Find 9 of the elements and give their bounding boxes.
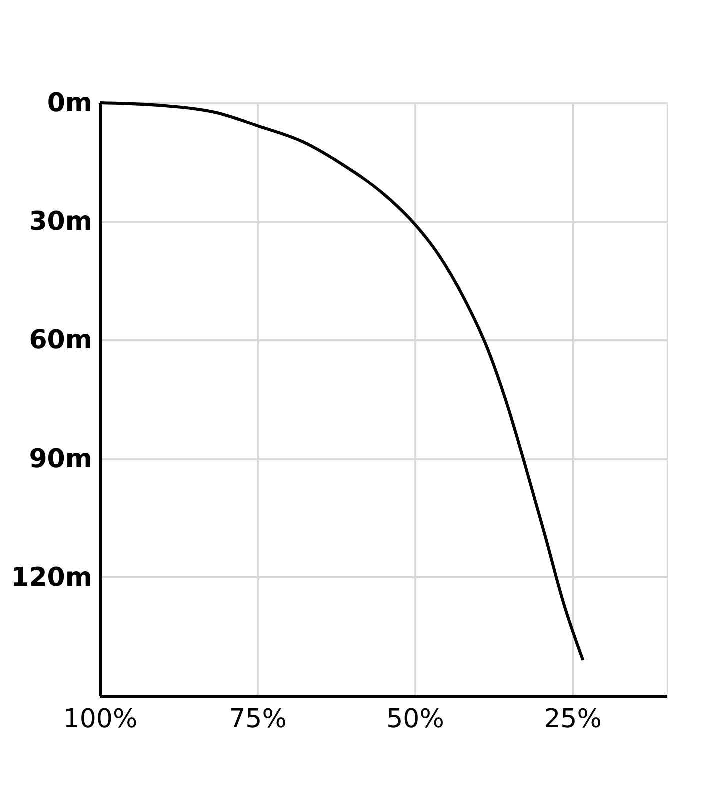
x-tick-label: 100%	[63, 704, 138, 734]
y-tick-label: 0m	[47, 88, 92, 118]
y-tick-label: 30m	[29, 207, 92, 238]
y-tick-label: 60m	[29, 326, 92, 356]
x-tick-label: 75%	[229, 704, 287, 734]
y-tick-label: 90m	[29, 444, 92, 474]
x-tick-label: 25%	[544, 704, 602, 734]
x-tick-label: 50%	[386, 704, 444, 734]
y-tick-label: 120m	[11, 562, 92, 593]
